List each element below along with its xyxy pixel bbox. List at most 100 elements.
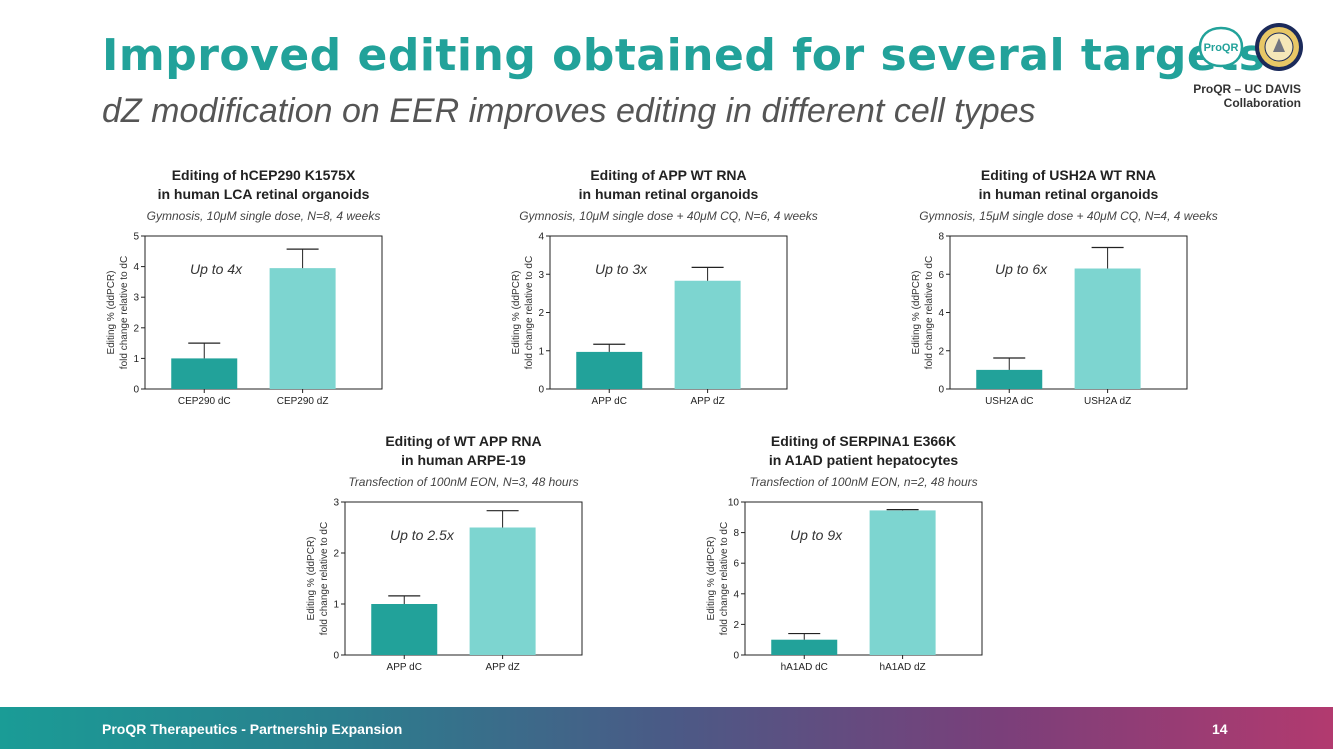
y-tick-label: 1: [538, 346, 544, 357]
chart-title-line-1: Editing of USH2A WT RNA: [981, 167, 1156, 183]
y-tick-label: 6: [938, 270, 944, 281]
footer-text: ProQR Therapeutics - Partnership Expansi…: [102, 721, 403, 737]
y-tick-label: 8: [938, 232, 944, 243]
y-tick-label: 2: [938, 346, 944, 357]
x-tick-label: CEP290 dC: [178, 396, 231, 407]
chart-title-line-2: in human ARPE-19: [401, 452, 526, 468]
fold-annotation: Up to 9x: [790, 527, 843, 543]
y-tick-label: 0: [538, 385, 544, 396]
chart-title-line-2: in human LCA retinal organoids: [158, 186, 370, 202]
y-tick-label: 4: [133, 262, 139, 273]
collab-line-1: ProQR – UC DAVIS: [1193, 82, 1301, 96]
y-tick-label: 4: [938, 308, 944, 319]
plot-frame: [744, 501, 983, 656]
collab-line-2: Collaboration: [1223, 96, 1301, 110]
chart-svg: Editing of hCEP290 K1575X in human LCA re…: [106, 167, 383, 407]
y-axis-label-line-2: fold change relative to dC: [719, 522, 730, 635]
fold-annotation: Up to 4x: [190, 261, 243, 277]
y-tick-label: 3: [538, 270, 544, 281]
chart-subtitle: Gymnosis, 10μM single dose + 40μM CQ, N=…: [519, 209, 818, 223]
y-tick-label: 5: [133, 232, 139, 243]
chart-svg: Editing of APP WT RNA in human retinal or…: [511, 167, 818, 407]
x-tick-label: USH2A dC: [985, 396, 1033, 407]
y-axis-label-line-1: Editing % (ddPCR): [306, 537, 317, 621]
y-tick-label: 3: [333, 498, 339, 509]
plot-frame: [949, 235, 1188, 390]
y-tick-label: 2: [333, 549, 339, 560]
chart-ush2a: Editing of USH2A WT RNA in human retinal …: [905, 166, 1255, 416]
y-tick-label: 2: [538, 308, 544, 319]
x-tick-label: APP dC: [592, 396, 627, 407]
y-tick-label: 0: [133, 385, 139, 396]
fold-annotation: Up to 6x: [995, 261, 1048, 277]
chart-serpina1: Editing of SERPINA1 E366K in A1AD patient…: [700, 432, 1050, 682]
chart-title-line-2: in human retinal organoids: [979, 186, 1159, 202]
y-tick-label: 4: [733, 589, 739, 600]
chart-subtitle: Gymnosis, 15μM single dose + 40μM CQ, N=…: [919, 209, 1218, 223]
plot-frame: [144, 235, 383, 390]
y-tick-label: 4: [538, 232, 544, 243]
chart-subtitle: Transfection of 100nM EON, n=2, 48 hours: [749, 475, 977, 489]
footer-bar: ProQR Therapeutics - Partnership Expansi…: [0, 707, 1333, 749]
proqr-logo-text: ProQR: [1204, 42, 1239, 54]
y-tick-label: 0: [333, 651, 339, 662]
fold-annotation: Up to 2.5x: [390, 527, 455, 543]
y-tick-label: 2: [133, 323, 139, 334]
chart-title-line-1: Editing of SERPINA1 E366K: [771, 433, 956, 449]
y-axis-label-line-2: fold change relative to dC: [119, 256, 130, 369]
bar-dc: [576, 351, 643, 389]
y-axis-label-line-1: Editing % (ddPCR): [706, 537, 717, 621]
y-tick-label: 0: [733, 651, 739, 662]
bar-dz: [674, 280, 741, 389]
y-tick-label: 2: [733, 620, 739, 631]
chart-app-organoids: Editing of APP WT RNA in human retinal or…: [505, 166, 855, 416]
bar-dc: [171, 358, 238, 389]
bar-dz: [869, 510, 936, 655]
x-tick-label: hA1AD dZ: [880, 662, 926, 673]
chart-app-arpe19: Editing of WT APP RNA in human ARPE-19 Tra…: [300, 432, 650, 682]
y-tick-label: 3: [133, 293, 139, 304]
bar-dc: [771, 639, 838, 655]
y-axis-label-line-1: Editing % (ddPCR): [106, 271, 117, 355]
chart-svg: Editing of USH2A WT RNA in human retinal …: [911, 167, 1218, 407]
proqr-logo-icon: ProQR: [1198, 26, 1244, 68]
y-axis-label-line-2: fold change relative to dC: [319, 522, 330, 635]
chart-subtitle: Gymnosis, 10μM single dose, N=8, 4 weeks: [147, 209, 381, 223]
chart-cep290: Editing of hCEP290 K1575X in human LCA re…: [100, 166, 450, 416]
bar-dc: [371, 604, 438, 655]
chart-title-line-2: in A1AD patient hepatocytes: [769, 452, 959, 468]
plot-frame: [344, 501, 583, 656]
y-axis-label-line-1: Editing % (ddPCR): [511, 271, 522, 355]
y-tick-label: 10: [728, 498, 740, 509]
chart-title-line-2: in human retinal organoids: [579, 186, 759, 202]
chart-title-line-1: Editing of WT APP RNA: [385, 433, 541, 449]
chart-svg: Editing of SERPINA1 E366K in A1AD patient…: [706, 433, 983, 673]
x-tick-label: hA1AD dC: [781, 662, 828, 673]
chart-svg: Editing of WT APP RNA in human ARPE-19 Tra…: [306, 433, 583, 673]
bar-dz: [1074, 268, 1141, 389]
uc-davis-seal-icon: [1255, 23, 1303, 71]
fold-annotation: Up to 3x: [595, 261, 648, 277]
x-tick-label: APP dZ: [690, 396, 724, 407]
y-axis-label-line-2: fold change relative to dC: [524, 256, 535, 369]
x-tick-label: USH2A dZ: [1084, 396, 1131, 407]
y-tick-label: 1: [333, 600, 339, 611]
chart-title-line-1: Editing of hCEP290 K1575X: [172, 167, 356, 183]
y-axis-label-line-2: fold change relative to dC: [924, 256, 935, 369]
x-tick-label: CEP290 dZ: [277, 396, 329, 407]
page-title: Improved editing obtained for several ta…: [102, 30, 1266, 81]
y-tick-label: 1: [133, 354, 139, 365]
page-subtitle: dZ modification on EER improves editing …: [102, 92, 1036, 130]
y-tick-label: 0: [938, 385, 944, 396]
y-tick-label: 8: [733, 528, 739, 539]
collaboration-caption: ProQR – UC DAVIS Collaboration: [1180, 82, 1301, 110]
chart-title-line-1: Editing of APP WT RNA: [590, 167, 746, 183]
y-axis-label-line-1: Editing % (ddPCR): [911, 271, 922, 355]
bar-dz: [269, 268, 336, 389]
x-tick-label: APP dZ: [485, 662, 519, 673]
x-tick-label: APP dC: [387, 662, 422, 673]
bar-dc: [976, 369, 1043, 389]
page-number: 14: [1212, 721, 1228, 737]
bar-dz: [469, 527, 536, 655]
chart-subtitle: Transfection of 100nM EON, N=3, 48 hours: [348, 475, 578, 489]
